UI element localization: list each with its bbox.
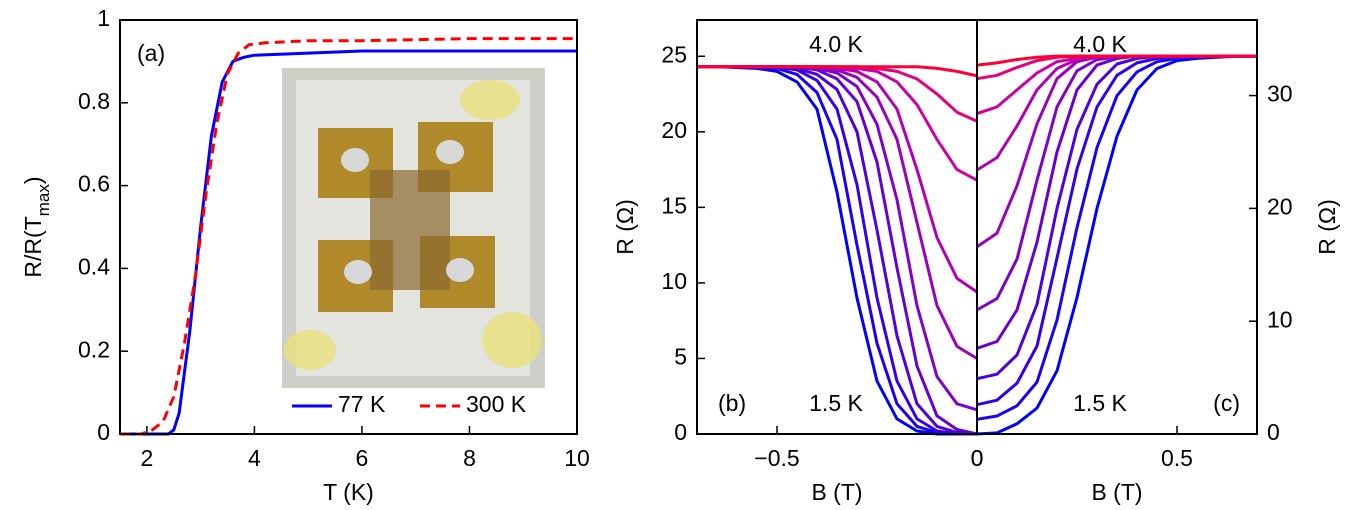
series-line: [697, 65, 978, 412]
y-axis-label: R/R(Tmax): [20, 176, 53, 277]
x-tick-label: 2: [140, 445, 153, 471]
series-line: [976, 54, 1257, 172]
x-tick-label: 0: [971, 445, 984, 471]
series-line: [697, 65, 978, 294]
y-tick-label: 0.2: [78, 336, 110, 362]
photo-contact: [436, 140, 464, 164]
y-axis-label-part: R/R(T: [20, 216, 46, 277]
photo-contact: [341, 148, 369, 172]
series-line: [120, 37, 577, 436]
y-tick-label: 20: [661, 117, 687, 143]
y2-axis-label: R (Ω): [1314, 199, 1340, 255]
y-tick-label: 0.4: [78, 253, 110, 279]
annotation: 4.0 K: [1073, 31, 1127, 57]
x-tick-label: 6: [356, 445, 369, 471]
legend-label: 77 K: [338, 391, 386, 417]
x-tick-label: 0: [971, 445, 984, 471]
series-line: [697, 65, 978, 436]
y-axis-label-part: ): [20, 176, 46, 184]
annotation: 4.0 K: [809, 31, 863, 57]
y-tick-label: 1: [97, 5, 110, 31]
photo-contact: [344, 260, 372, 284]
x-axis-label: B (T): [811, 479, 862, 505]
y-tick-label: 10: [661, 268, 687, 294]
plot-frame: [119, 19, 578, 435]
y2-tick-label: 30: [1267, 81, 1293, 107]
x-tick-label: 4: [248, 445, 261, 471]
series-line: [120, 49, 577, 436]
y2-tick-label: 20: [1267, 193, 1293, 219]
annotation: (c): [1213, 390, 1240, 416]
photo-glue: [482, 312, 542, 368]
y-tick-label: 0.8: [78, 88, 110, 114]
series-line: [697, 65, 977, 436]
y-tick-label: 0: [97, 419, 110, 445]
y-tick-label: 5: [674, 344, 687, 370]
series-line: [976, 54, 1257, 350]
y-tick-label: 25: [661, 41, 687, 67]
photo-glue: [460, 80, 520, 120]
photo-film: [370, 170, 450, 290]
x-tick-label: 10: [564, 445, 590, 471]
y-axis-label-part: max: [34, 184, 53, 217]
photo-contact: [446, 258, 474, 282]
y2-tick-label: 0: [1267, 419, 1280, 445]
x-axis-label: T (K): [323, 479, 374, 505]
y-tick-label: 15: [661, 192, 687, 218]
series-line: [976, 54, 1257, 381]
annotation: (a): [137, 40, 165, 66]
series-line: [697, 65, 978, 78]
x-tick-label: −0.5: [754, 445, 799, 471]
x-tick-label: 8: [463, 445, 476, 471]
x-axis-label: B (T): [1091, 479, 1142, 505]
y-tick-label: 0.6: [78, 171, 110, 197]
plot-frame: [976, 19, 1258, 435]
series-line: [697, 65, 977, 436]
photo-glue: [284, 330, 336, 370]
series-line: [976, 54, 1257, 67]
legend-label: 300 K: [466, 391, 527, 417]
x-tick-label: 0.5: [1161, 445, 1193, 471]
series-line: [976, 54, 1257, 248]
annotation: (b): [718, 390, 746, 416]
annotation: 1.5 K: [809, 390, 863, 416]
y-tick-label: 0: [674, 419, 687, 445]
series-line: [976, 54, 1257, 421]
series-line: [697, 65, 978, 182]
annotation: 1.5 K: [1073, 390, 1127, 416]
y-axis-label: R (Ω): [612, 199, 638, 255]
y2-tick-label: 10: [1267, 306, 1293, 332]
series-line: [697, 65, 977, 436]
inset-photo: [282, 68, 545, 388]
series-line: [697, 65, 978, 436]
